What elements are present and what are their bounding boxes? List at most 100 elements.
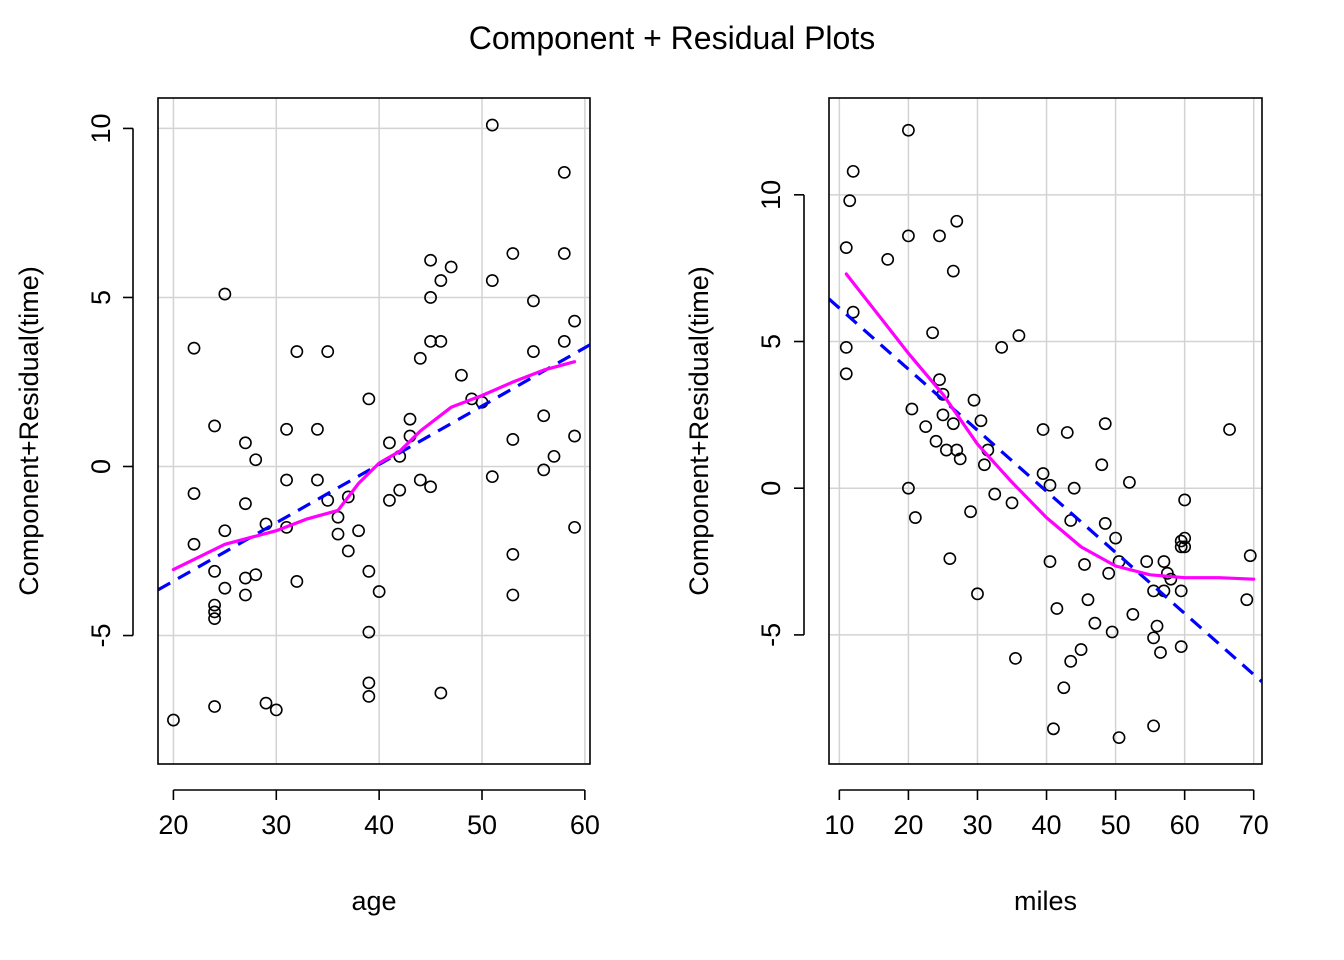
miles-residual-point	[1147, 719, 1160, 733]
miles-x-axis-label: miles	[1014, 886, 1077, 916]
miles-residual-point	[1154, 646, 1167, 659]
miles-x-tick-label: 40	[1032, 810, 1062, 840]
miles-residual-point	[967, 393, 981, 407]
age-residual-point	[424, 291, 437, 304]
age-plot-frame	[157, 97, 591, 765]
miles-residual-point	[950, 443, 964, 457]
miles-residual-point	[1164, 572, 1178, 586]
age-residual-point	[568, 520, 581, 534]
miles-residual-point	[1012, 329, 1026, 343]
miles-residual-point	[946, 417, 960, 431]
miles-residual-point	[1088, 616, 1102, 630]
miles-x-tick-label: 30	[962, 810, 992, 840]
age-residual-point	[547, 449, 561, 463]
miles-residual-point	[1043, 478, 1057, 492]
age-residual-point	[331, 527, 345, 541]
age-residual-point	[557, 335, 571, 348]
miles-residual-point	[964, 505, 977, 519]
age-residual-point	[249, 568, 263, 582]
miles-x-tick-label: 70	[1239, 810, 1269, 840]
age-residual-point	[218, 287, 232, 301]
miles-residual-point	[1064, 514, 1078, 527]
miles-residual-point	[902, 229, 915, 243]
age-residual-point	[311, 422, 324, 436]
miles-residual-panel: 10 20 30 40 50 60 70 -5 0 5 10 miles Component+Resid…	[684, 97, 1269, 916]
age-residual-point	[568, 314, 581, 328]
age-x-tick-label: 60	[570, 810, 600, 840]
age-residual-point	[208, 564, 221, 578]
age-residual-point	[239, 436, 252, 450]
miles-residual-point	[946, 264, 960, 278]
age-x-tick-label: 30	[261, 810, 291, 840]
miles-residual-point	[936, 408, 950, 422]
miles-residual-point	[1112, 731, 1126, 744]
age-residual-point	[187, 341, 201, 355]
age-y-tick-label: 10	[86, 113, 116, 143]
age-residual-point	[506, 433, 520, 446]
age-residual-point	[362, 564, 376, 578]
age-residual-point	[506, 547, 520, 561]
miles-residual-point	[1147, 631, 1160, 645]
age-residual-point	[187, 487, 201, 500]
miles-residual-point	[1240, 593, 1254, 607]
miles-y-axis-label: Component+Residual(time)	[684, 266, 714, 595]
age-residual-point	[208, 605, 221, 619]
miles-residual-point	[1157, 555, 1171, 568]
age-residual-point	[311, 473, 324, 487]
age-residual-point	[321, 345, 335, 358]
miles-residual-point	[839, 367, 853, 381]
miles-residual-point	[902, 481, 915, 495]
age-residual-point	[341, 490, 355, 504]
miles-residual-point	[929, 434, 943, 448]
age-residual-point	[280, 422, 293, 436]
age-x-tick-label: 40	[364, 810, 394, 840]
miles-residual-point	[1057, 681, 1071, 695]
age-residual-point	[393, 483, 407, 497]
miles-residual-point	[1050, 602, 1064, 615]
miles-residual-point	[995, 340, 1009, 354]
age-residual-point	[269, 703, 283, 717]
age-residual-point	[290, 345, 304, 358]
miles-residual-point	[902, 123, 915, 137]
age-residual-point	[218, 524, 232, 538]
age-residual-point	[413, 351, 427, 365]
miles-residual-point	[933, 229, 946, 243]
age-residual-point	[249, 453, 263, 467]
miles-residual-point	[1223, 423, 1236, 436]
miles-residual-point	[1178, 493, 1192, 507]
age-residual-point	[167, 713, 180, 727]
miles-residual-point	[839, 241, 853, 255]
miles-residual-point	[1098, 417, 1112, 431]
miles-residual-point	[1140, 555, 1154, 568]
miles-residual-point	[839, 340, 853, 354]
age-residual-point	[208, 700, 221, 713]
miles-y-tick-label: 10	[756, 180, 786, 210]
age-smooth-fit-line	[171, 360, 577, 572]
miles-x-tick-label: 50	[1101, 810, 1131, 840]
age-residual-point	[208, 598, 221, 612]
miles-residual-point	[1036, 467, 1050, 480]
miles-residual-point	[881, 252, 895, 266]
miles-residual-point	[1150, 619, 1164, 633]
age-residual-point	[485, 274, 499, 287]
miles-y-tick-label: 5	[756, 334, 786, 349]
age-residual-point	[527, 345, 540, 358]
age-residual-point	[259, 696, 273, 710]
age-linear-fit-line	[158, 343, 590, 592]
age-residual-point	[218, 581, 232, 595]
age-residual-point	[537, 463, 551, 477]
miles-x-tick-label: 10	[824, 810, 854, 840]
age-residual-point	[290, 575, 304, 588]
miles-residual-point	[843, 194, 857, 208]
age-residual-panel: 20 30 40 50 60 -5 0 5 10 age Component+Residual(ti…	[14, 97, 600, 916]
miles-linear-fit-line	[829, 297, 1262, 684]
age-residual-point	[383, 493, 396, 507]
age-residual-point	[485, 118, 499, 132]
age-residual-point	[424, 335, 437, 348]
miles-residual-point	[933, 373, 946, 387]
age-y-tick-label: 5	[86, 290, 116, 305]
miles-residual-point	[971, 587, 984, 601]
miles-residual-point	[908, 511, 922, 524]
miles-x-tick-label: 60	[1170, 810, 1200, 840]
